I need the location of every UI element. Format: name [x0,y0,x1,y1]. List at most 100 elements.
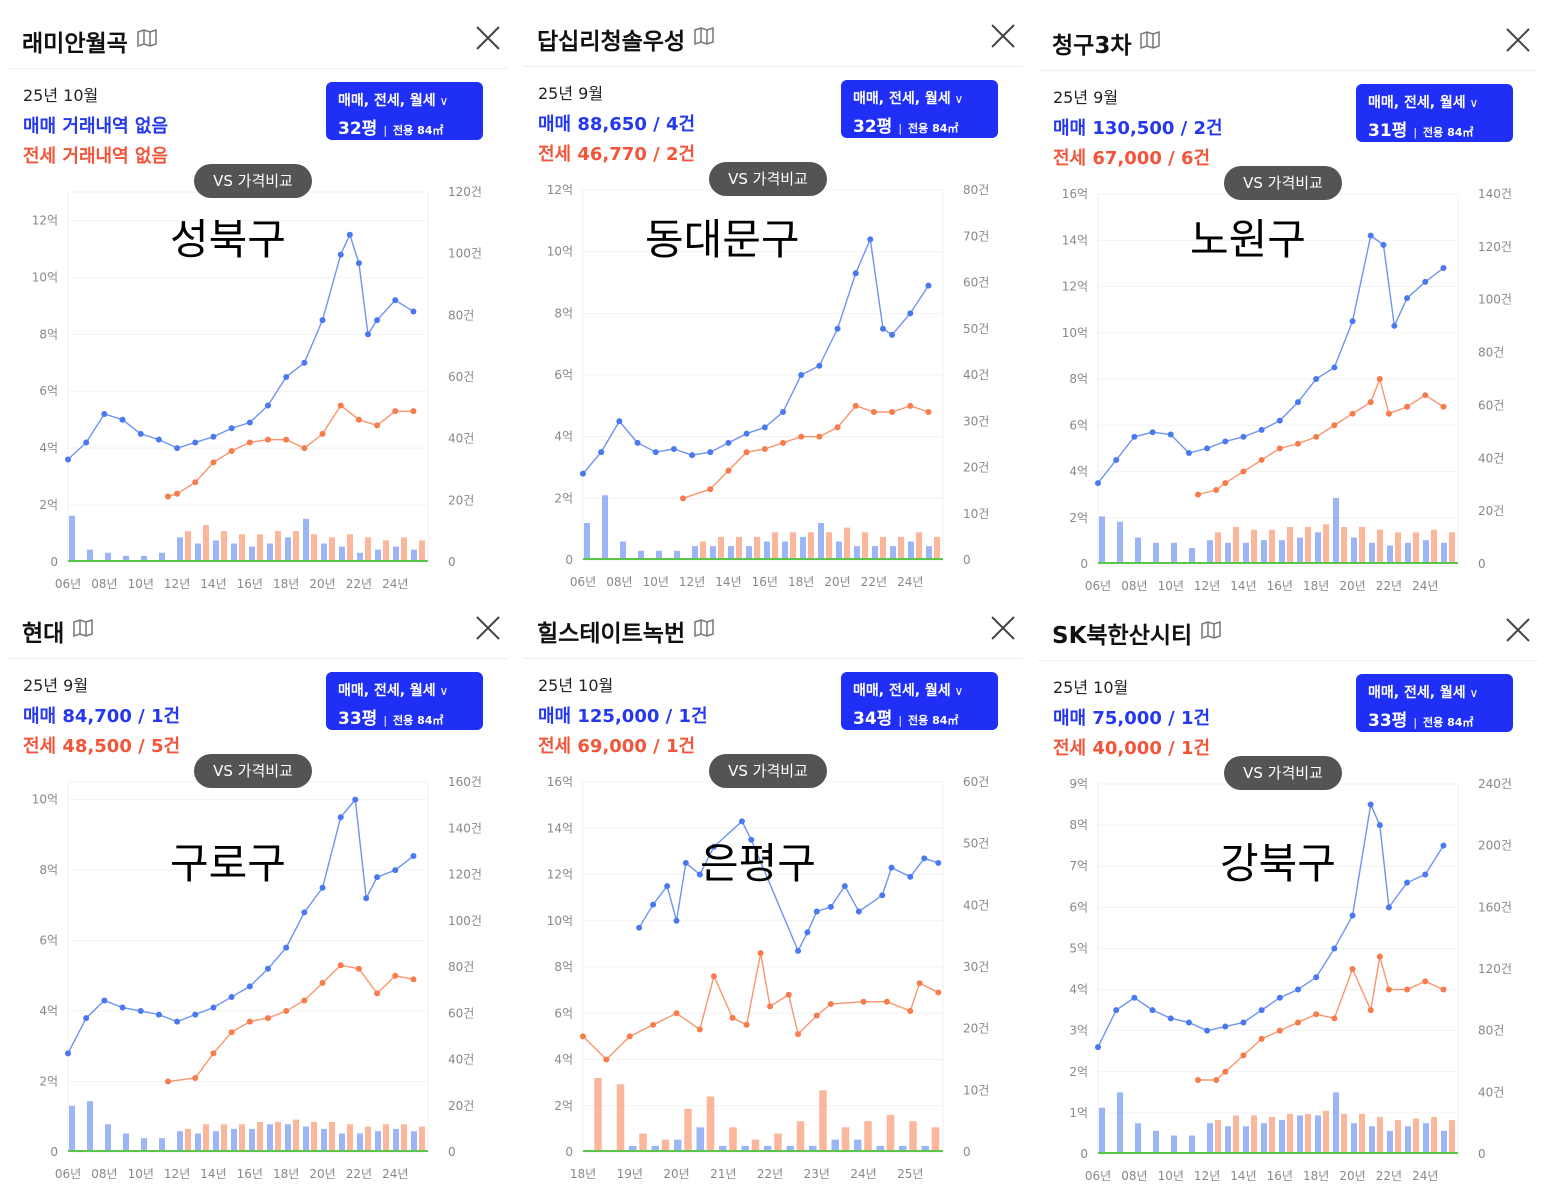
jeonse-price-point [392,972,399,979]
map-icon[interactable] [1200,620,1222,646]
jeonse-volume-bar [1449,1120,1455,1154]
sale-price-point [410,308,417,315]
deal-types: 매매, 전세, 월세 [338,93,436,109]
sale-volume-bar [105,1124,111,1152]
header-divider [523,658,1023,659]
vs-compare-button[interactable]: VS 가격비교 [709,162,827,196]
y2-tick-label: 40건 [963,898,989,912]
jeonse-volume-bar [383,540,389,562]
y-tick-label: 16억 [547,775,573,789]
sale-summary: 매매 125,000 / 1건 [538,706,708,727]
sale-volume-bar [656,550,662,560]
sale-price-point [374,317,381,324]
jeonse-price-point [1367,1007,1374,1014]
jeonse-volume-bar [826,532,832,560]
map-icon[interactable] [693,618,715,644]
deal-type-area-selector[interactable]: 매매, 전세, 월세 ∨ 32평 | 전용 84㎡ [326,82,483,140]
deal-type-area-selector[interactable]: 매매, 전세, 월세 ∨ 31평 | 전용 84㎡ [1356,84,1513,142]
sale-price-point [265,402,271,409]
close-icon[interactable] [989,614,1017,642]
y-tick-label: 8억 [1069,818,1088,832]
chevron-down-icon: ∨ [950,684,964,698]
jeonse-summary: 전세 69,000 / 1건 [538,736,696,757]
vs-compare-button[interactable]: VS 가격비교 [194,754,312,788]
price-chart: 0 2억 4억 6억 8억 10억 0 20건 40건 60건 80건 100건 120건 140건 160… [32,775,482,1181]
sale-price-point [174,1018,181,1025]
jeonse-volume-bar [203,1124,209,1152]
jeonse-volume-bar [311,1121,317,1152]
sale-price-point [1295,399,1301,406]
jeonse-price-point [1213,487,1220,493]
sale-volume-bar [1387,545,1393,564]
jeonse-price-point [1213,1077,1220,1083]
area-label: 34평 | 전용 84㎡ [853,704,958,729]
deal-type-area-selector[interactable]: 매매, 전세, 월세 ∨ 33평 | 전용 84㎡ [1356,674,1513,732]
jeonse-price-point [374,422,381,429]
map-icon[interactable] [1139,30,1161,56]
y2-tick-label: 60건 [448,370,474,384]
map-icon[interactable] [72,618,94,644]
sale-volume-bar [800,536,806,560]
deal-type-area-selector[interactable]: 매매, 전세, 월세 ∨ 32평 | 전용 84㎡ [841,80,998,138]
y-tick-label: 6억 [554,368,573,382]
sale-volume-bar [1369,1126,1375,1154]
latest-month: 25년 10월 [1053,678,1129,697]
y-tick-label: 0 [1080,557,1088,571]
jeonse-volume-bar [706,1096,715,1152]
jeonse-volume-bar [1359,527,1365,564]
x-tick-label: 06년 [55,1167,81,1181]
deal-type-area-selector[interactable]: 매매, 전세, 월세 ∨ 34평 | 전용 84㎡ [841,672,998,730]
close-icon[interactable] [474,614,502,642]
close-icon[interactable] [989,22,1017,50]
x-tick-label: 20년 [824,575,850,589]
sale-price-point [834,325,841,332]
exclusive-area: 전용 84㎡ [393,714,444,727]
sale-volume-bar [141,1138,147,1152]
sale-price-point [1240,1019,1247,1026]
jeonse-price-point [355,416,362,423]
close-icon[interactable] [474,24,502,52]
deal-type-area-selector[interactable]: 매매, 전세, 월세 ∨ 33평 | 전용 84㎡ [326,672,483,730]
latest-month: 25년 9월 [23,676,89,695]
map-icon[interactable] [136,28,158,54]
vs-compare-button[interactable]: VS 가격비교 [1224,756,1342,790]
jeonse-price-point [1422,392,1429,399]
jeonse-price-point [785,991,792,998]
jeonse-summary: 전세 거래내역 없음 [23,146,169,167]
jeonse-volume-bar [841,1127,850,1152]
district-label: 노원구 [1190,215,1306,264]
vs-compare-button[interactable]: VS 가격비교 [194,164,312,198]
jeonse-price-point [319,979,326,986]
y-tick-label: 0 [565,553,573,567]
exclusive-area: 전용 84㎡ [908,122,959,135]
sale-volume-bar [1423,1123,1429,1154]
sale-volume-bar [1171,1135,1177,1154]
x-tick-label: 08년 [1121,1169,1147,1183]
jeonse-price-point [1313,1011,1320,1018]
vs-compare-button[interactable]: VS 가격비교 [709,754,827,788]
jeonse-price-line [582,952,939,1061]
close-icon[interactable] [1504,26,1532,54]
jeonse-volume-bar [1233,1115,1239,1154]
y2-tick-label: 60건 [1478,398,1504,412]
deal-types: 매매, 전세, 월세 [338,683,436,699]
y2-tick-label: 120건 [1478,962,1512,976]
sale-volume-bar [1243,542,1249,564]
map-icon[interactable] [693,26,715,52]
jeonse-price-point [1276,445,1283,452]
x-tick-label: 06년 [55,577,81,591]
jeonse-price-point [265,1015,271,1022]
latest-month: 25년 10월 [23,86,99,105]
y2-tick-label: 100건 [448,247,482,261]
sale-price-point [761,424,768,431]
sale-volume-bar [123,555,129,562]
vs-compare-button[interactable]: VS 가격비교 [1224,166,1342,200]
sale-price-point [1204,445,1211,452]
apartment-title-row: SK북한산시티 [1052,616,1222,650]
jeonse-price-point [265,436,271,443]
y2-tick-label: 50건 [963,837,989,851]
jeonse-volume-bar [684,1108,692,1152]
sale-price-line [1097,234,1444,484]
sale-price-point [65,1050,71,1057]
close-icon[interactable] [1504,616,1532,644]
